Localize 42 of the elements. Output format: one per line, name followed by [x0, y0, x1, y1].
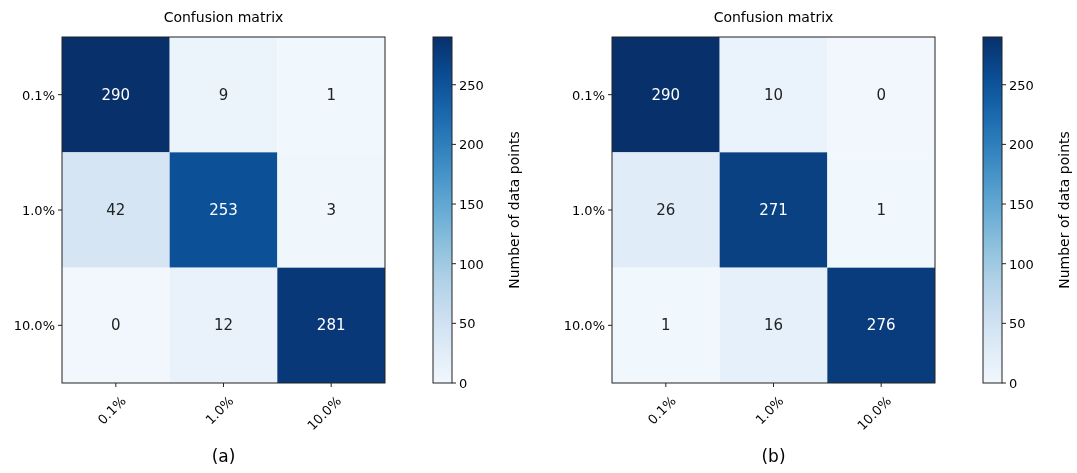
chart-title: Confusion matrix — [163, 9, 284, 25]
color-bar-label: 50 — [1009, 316, 1026, 332]
data-label: 42 — [106, 201, 126, 219]
color-bar-title: Number of data points — [1056, 131, 1072, 289]
y-tick-label: 10.0% — [563, 318, 605, 334]
color-bar-label: 50 — [459, 316, 476, 332]
data-label: 1 — [661, 316, 671, 335]
color-bar-label: 250 — [459, 77, 484, 93]
color-bar-label: 150 — [1009, 197, 1034, 213]
y-tick-label: 1.0% — [571, 203, 605, 218]
color-bar-title: Number of data points — [506, 131, 522, 289]
text: (a) — [211, 446, 236, 466]
data-label: 9 — [218, 85, 229, 104]
data-label: 0 — [111, 316, 121, 335]
color-bar-label: 100 — [1009, 256, 1034, 272]
data-label: 276 — [866, 316, 896, 335]
data-label: 1 — [326, 85, 336, 104]
color-bar-label: 200 — [459, 137, 484, 153]
data-label: 290 — [651, 85, 681, 104]
y-tick-label: 0.1% — [21, 87, 55, 103]
data-label: 281 — [316, 316, 346, 335]
y-tick-label: 10.0% — [13, 318, 55, 334]
color-bar-label: 200 — [1009, 137, 1034, 153]
data-label: 16 — [763, 316, 784, 335]
color-bar-label: 0 — [1009, 376, 1018, 391]
text: (b) — [761, 446, 786, 466]
color-bar-label: 100 — [459, 256, 484, 272]
chart-title: Confusion matrix — [713, 9, 834, 25]
data-label: 10 — [763, 85, 784, 104]
data-label: 0 — [876, 85, 886, 104]
data-label: 3 — [326, 201, 336, 219]
data-label: 290 — [101, 85, 131, 104]
color-bar-label: 150 — [459, 197, 484, 213]
data-label: 271 — [759, 201, 788, 219]
data-label: 26 — [656, 201, 676, 219]
data-label: 1 — [876, 201, 886, 219]
data-label: 12 — [213, 316, 234, 335]
y-tick-label: 1.0% — [21, 203, 55, 218]
color-bar-label: 250 — [1009, 77, 1034, 93]
data-label: 253 — [209, 201, 238, 219]
y-tick-label: 0.1% — [571, 87, 605, 103]
color-bar-label: 0 — [459, 376, 468, 391]
